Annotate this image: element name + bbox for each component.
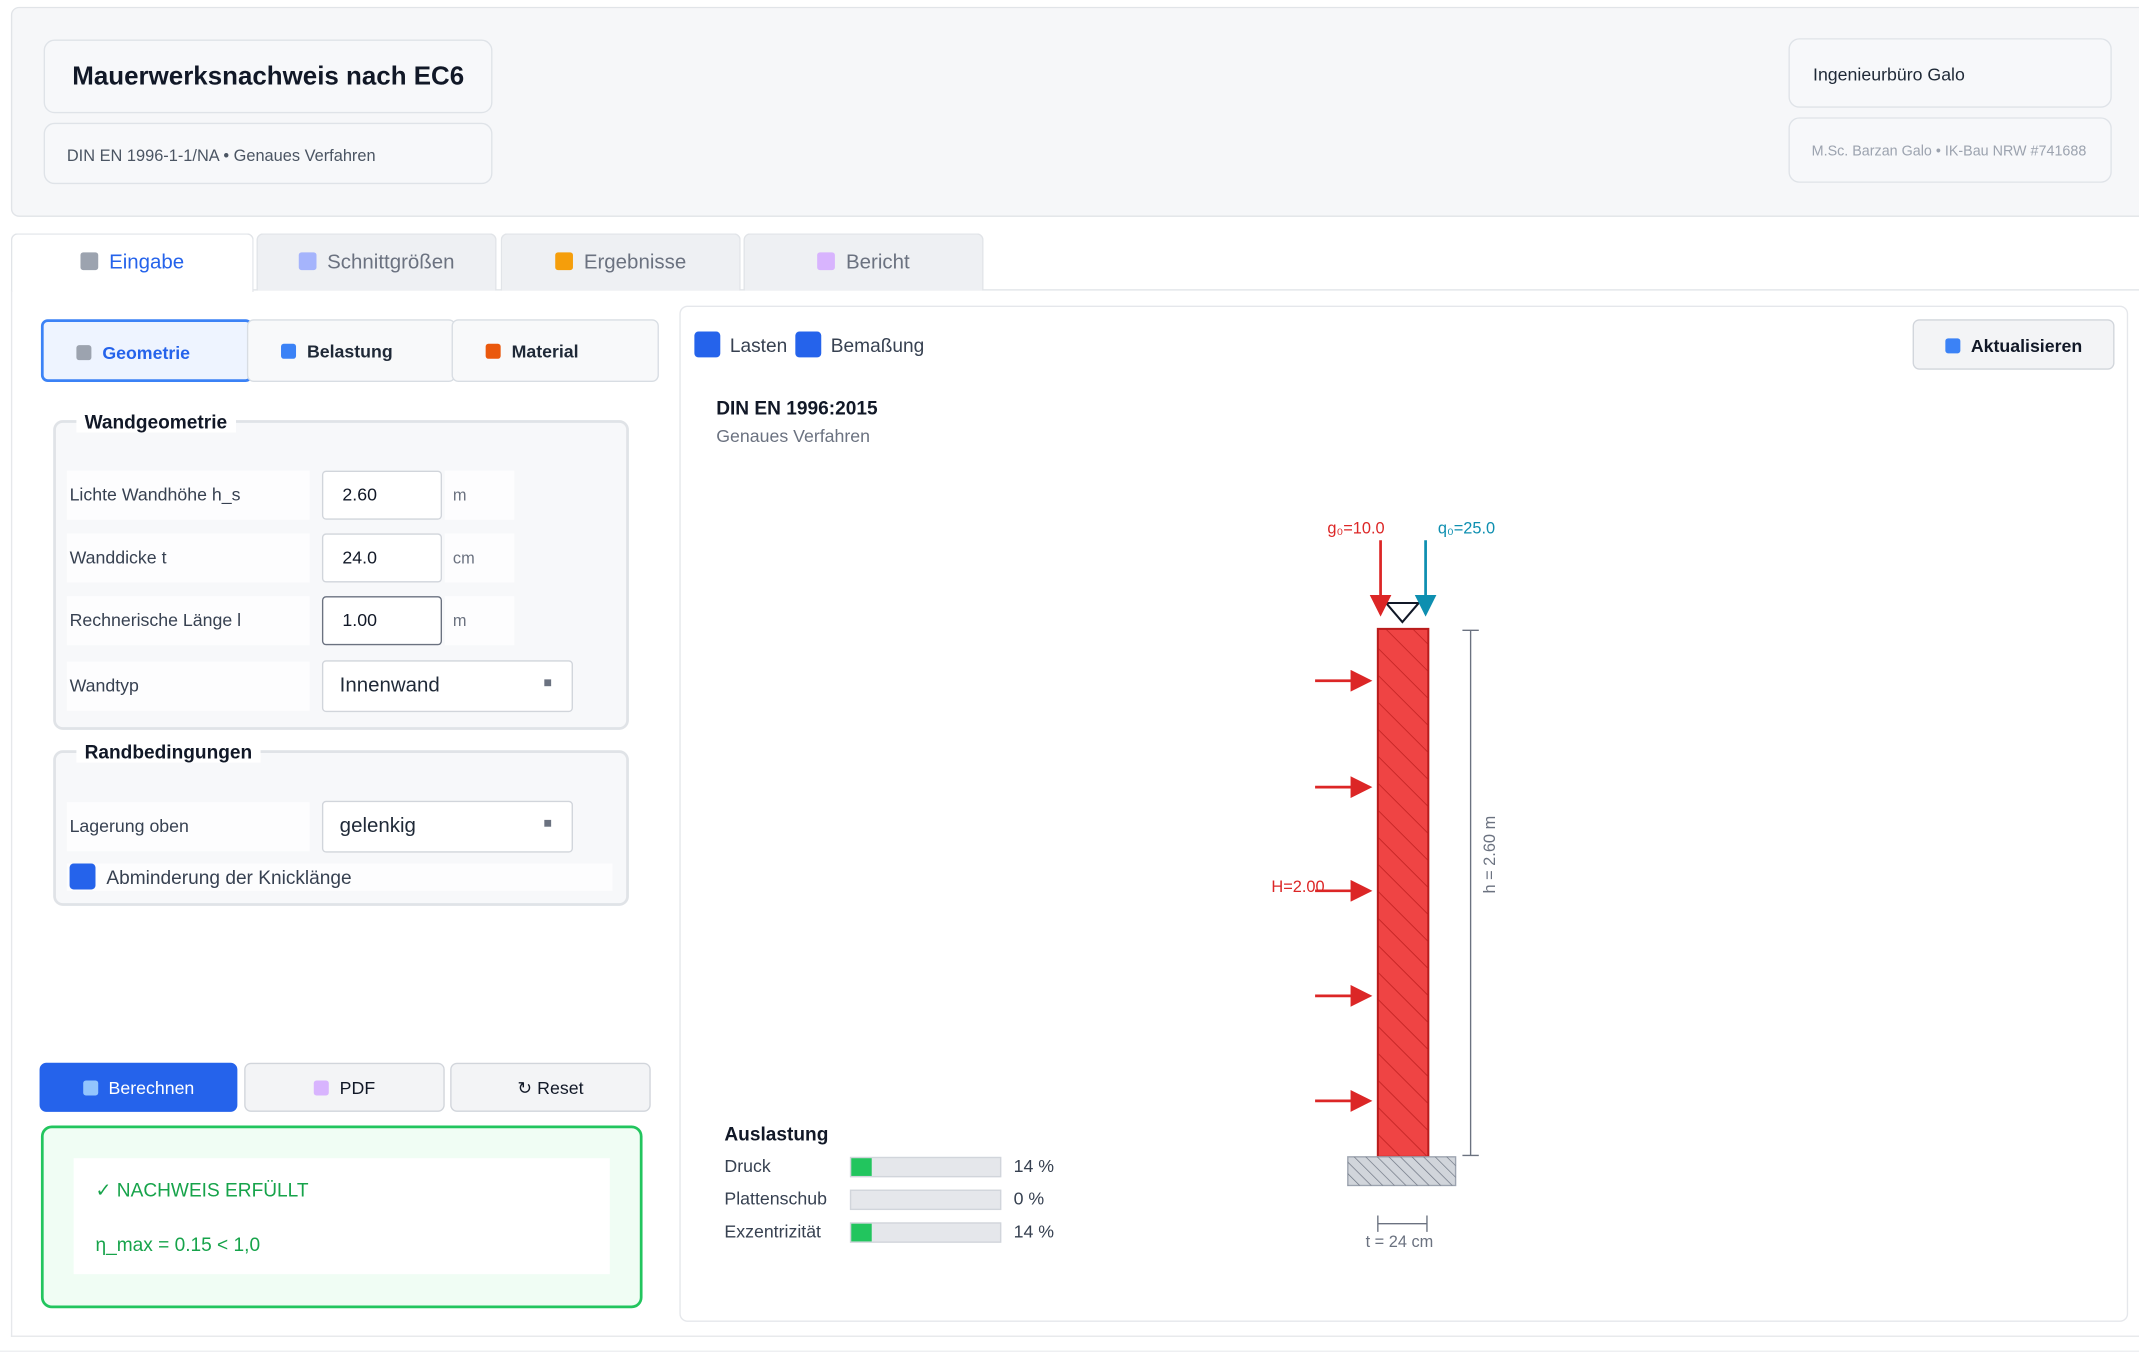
randbedingungen-legend: Randbedingungen xyxy=(76,740,261,763)
wandtyp-select[interactable]: Innenwand xyxy=(321,660,573,713)
calculate-button-label: Berechnen xyxy=(108,1077,195,1099)
brick-icon xyxy=(485,343,501,359)
tab-bericht-label: Bericht xyxy=(846,251,910,275)
auslastung-druck-fill xyxy=(851,1158,873,1176)
wanddicke-input[interactable]: 24.0 xyxy=(321,533,443,583)
ruler-triangle-icon xyxy=(80,252,99,271)
page-title: Mauerwerksnachweis nach EC6 xyxy=(43,39,493,114)
auslastung-exzentrizitaet-label: Exzentrizität xyxy=(724,1220,821,1242)
toggle-loads-label: Lasten xyxy=(729,334,788,357)
tab-schnittgroessen-label: Schnittgrößen xyxy=(327,251,455,275)
bar-chart-icon xyxy=(555,252,573,271)
pdf-button[interactable]: PDF xyxy=(244,1062,445,1112)
wall-drawing: g₀=10.0 q₀=25.0 H=2.00 h = 2.60 m t = 24… xyxy=(1271,519,1499,1251)
field-label-wandtyp: Wandtyp xyxy=(66,661,310,711)
laenge-unit: m xyxy=(444,596,515,646)
dropdown-caret-icon xyxy=(544,679,552,687)
tab-bericht[interactable]: Bericht xyxy=(743,233,984,291)
subtab-belastung[interactable]: Belastung xyxy=(246,319,456,382)
field-label-wandhoehe: Lichte Wandhöhe h_s xyxy=(66,470,310,520)
knicklaenge-label: Abminderung der Knicklänge xyxy=(106,866,352,889)
top-hinge-icon xyxy=(1383,601,1421,624)
tab-eingabe-label: Eingabe xyxy=(109,251,185,275)
auslastung-title: Auslastung xyxy=(724,1122,829,1145)
auslastung-exzentrizitaet-fill xyxy=(851,1223,873,1242)
field-label-wanddicke: Wanddicke t xyxy=(66,533,310,583)
wandhoehe-input[interactable]: 2.60 xyxy=(321,470,443,520)
footer-divider xyxy=(0,1350,2139,1352)
tab-ergebnisse[interactable]: Ergebnisse xyxy=(500,233,741,291)
subtab-geometrie-label: Geometrie xyxy=(102,342,191,363)
field-label-laenge: Rechnerische Länge l xyxy=(66,596,310,646)
company-credentials: M.Sc. Barzan Galo • IK-Bau NRW #741688 xyxy=(1788,117,2112,183)
result-status: ✓ NACHWEIS ERFÜLLT xyxy=(95,1178,309,1201)
pdf-button-label: PDF xyxy=(339,1077,376,1099)
auslastung-druck-bar xyxy=(849,1156,1002,1178)
subtab-belastung-label: Belastung xyxy=(306,341,393,362)
toggle-dimensions-checkbox[interactable] xyxy=(795,331,822,358)
subtab-geometrie[interactable]: Geometrie xyxy=(40,319,253,382)
tab-divider xyxy=(10,289,2139,291)
auslastung-druck-value: 14 % xyxy=(1013,1155,1055,1176)
lagerung-value: gelenkig xyxy=(339,814,416,838)
field-label-lagerung: Lagerung oben xyxy=(66,802,310,852)
auslastung-plattenschub-bar xyxy=(849,1189,1002,1211)
refresh-button[interactable]: Aktualisieren xyxy=(1912,319,2115,370)
lagerung-select[interactable]: gelenkig xyxy=(321,800,573,853)
thickness-dim-label: t = 24 cm xyxy=(1366,1233,1434,1251)
toggle-loads-checkbox[interactable] xyxy=(694,331,721,358)
main-content-frame xyxy=(10,290,2139,1337)
reset-button-label: ↻ Reset xyxy=(517,1077,584,1099)
auslastung-druck-label: Druck xyxy=(724,1155,771,1176)
wandgeometrie-legend: Wandgeometrie xyxy=(76,410,236,433)
toggle-dimensions-label: Bemaßung xyxy=(830,334,925,357)
auslastung-plattenschub-value: 0 % xyxy=(1013,1188,1045,1209)
tab-schnittgroessen[interactable]: Schnittgrößen xyxy=(256,233,497,291)
refresh-icon xyxy=(1944,338,1960,354)
g0-label: g₀=10.0 xyxy=(1327,519,1384,537)
wandtyp-value: Innenwand xyxy=(339,673,440,698)
tab-ergebnisse-label: Ergebnisse xyxy=(583,251,687,275)
ruler-triangle-icon xyxy=(76,345,92,361)
wandhoehe-unit: m xyxy=(444,470,515,520)
knicklaenge-checkbox[interactable] xyxy=(69,863,96,890)
result-eta: η_max = 0.15 < 1,0 xyxy=(95,1233,261,1256)
base-support-hatch xyxy=(1347,1156,1456,1186)
subtab-material-label: Material xyxy=(511,341,579,362)
height-dim-label: h = 2.60 m xyxy=(1481,816,1499,894)
document-icon xyxy=(313,1080,329,1096)
laenge-input[interactable]: 1.00 xyxy=(321,596,443,646)
auslastung-exzentrizitaet-bar xyxy=(849,1222,1002,1243)
subtab-material[interactable]: Material xyxy=(451,319,659,382)
page-subtitle: DIN EN 1996-1-1/NA • Genaues Verfahren xyxy=(43,122,493,185)
company-name: Ingenieurbüro Galo xyxy=(1788,38,2112,108)
wall-hatch xyxy=(1377,628,1429,1157)
wanddicke-unit: cm xyxy=(444,533,515,583)
tab-eingabe[interactable]: Eingabe xyxy=(10,233,254,292)
dropdown-caret-icon xyxy=(544,819,552,827)
auslastung-plattenschub-label: Plattenschub xyxy=(724,1188,827,1209)
refresh-button-label: Aktualisieren xyxy=(1970,335,2083,357)
result-success-inner xyxy=(73,1158,610,1275)
calculate-button[interactable]: Berechnen xyxy=(39,1062,238,1112)
h-load-label: H=2.00 xyxy=(1271,878,1324,896)
q0-label: q₀=25.0 xyxy=(1438,519,1495,537)
auslastung-exzentrizitaet-value: 14 % xyxy=(1013,1220,1055,1242)
reset-button[interactable]: ↻ Reset xyxy=(450,1062,651,1112)
refresh-icon xyxy=(82,1080,98,1096)
document-icon xyxy=(817,252,836,271)
norm-subtitle: Genaues Verfahren xyxy=(716,425,871,447)
knicklaenge-row xyxy=(66,863,613,891)
norm-title: DIN EN 1996:2015 xyxy=(716,396,878,419)
chart-line-icon xyxy=(298,252,317,271)
down-arrow-icon xyxy=(281,343,297,359)
